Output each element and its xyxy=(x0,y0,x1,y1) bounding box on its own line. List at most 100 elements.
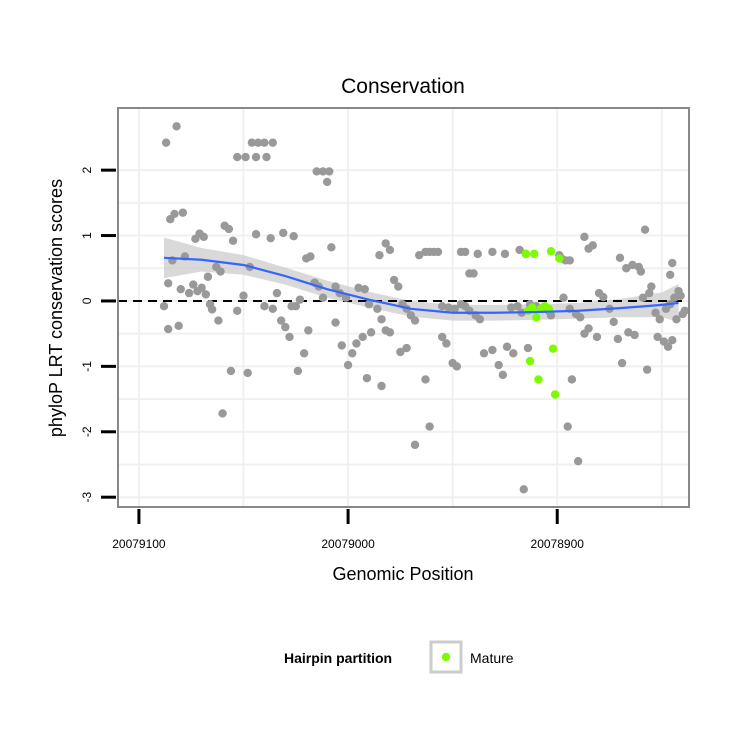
data-point-mature xyxy=(546,247,556,256)
data-point xyxy=(243,368,252,378)
data-point xyxy=(617,358,627,368)
data-point xyxy=(203,272,213,281)
data-point xyxy=(640,225,650,234)
data-point xyxy=(279,228,288,238)
data-point xyxy=(494,360,503,370)
data-point xyxy=(318,293,328,302)
data-point xyxy=(291,301,300,311)
data-point xyxy=(479,349,489,358)
data-point xyxy=(576,313,585,322)
plot-panel xyxy=(117,107,690,508)
data-point xyxy=(352,339,361,348)
chart-title: Conservation xyxy=(341,75,465,98)
data-point xyxy=(293,366,303,376)
data-point xyxy=(588,241,597,250)
data-point xyxy=(201,290,211,299)
y-tick-label: -2 xyxy=(80,426,94,437)
data-point xyxy=(366,328,376,337)
data-point xyxy=(295,295,305,304)
data-point xyxy=(299,349,309,358)
data-point xyxy=(327,243,336,252)
data-point xyxy=(184,288,194,298)
data-point xyxy=(199,232,208,242)
data-point xyxy=(375,250,384,260)
data-point xyxy=(665,270,675,279)
y-tick-label: 2 xyxy=(80,166,94,173)
data-point xyxy=(425,422,434,431)
data-point xyxy=(444,303,453,312)
data-point xyxy=(433,247,443,257)
data-point xyxy=(377,381,386,391)
data-point-mature xyxy=(525,356,535,366)
data-point xyxy=(680,306,690,315)
data-point xyxy=(373,304,382,314)
data-point-mature xyxy=(555,254,564,263)
data-point-mature xyxy=(532,313,541,322)
data-point xyxy=(580,232,589,242)
data-point xyxy=(176,284,185,294)
data-point xyxy=(559,293,568,302)
data-point xyxy=(337,341,346,350)
data-point xyxy=(437,301,447,311)
data-point xyxy=(630,330,639,340)
data-point xyxy=(500,249,510,259)
data-point xyxy=(573,457,583,466)
data-point xyxy=(354,283,363,293)
data-point xyxy=(251,230,261,239)
data-point xyxy=(498,370,508,380)
data-point xyxy=(469,269,478,278)
data-point xyxy=(172,122,181,131)
data-point xyxy=(268,304,277,314)
data-point xyxy=(218,409,227,418)
data-point xyxy=(402,343,411,353)
data-point xyxy=(247,138,257,147)
data-point xyxy=(668,336,677,345)
data-point xyxy=(241,152,250,162)
data-point-mature xyxy=(550,390,560,399)
data-point xyxy=(519,485,528,494)
smooth-curve xyxy=(163,256,679,314)
data-point xyxy=(197,283,206,293)
y-tick-label: 0 xyxy=(80,297,94,304)
data-point xyxy=(216,267,225,276)
data-point xyxy=(450,304,459,314)
data-point xyxy=(410,440,420,450)
data-point xyxy=(461,247,470,257)
data-point xyxy=(268,138,277,147)
data-point xyxy=(289,232,298,241)
data-point xyxy=(189,280,198,289)
data-point xyxy=(624,328,633,337)
data-point xyxy=(642,365,652,374)
data-point xyxy=(546,311,556,320)
data-point xyxy=(655,315,664,324)
data-point-mature xyxy=(548,344,558,353)
data-point xyxy=(163,279,173,288)
data-point xyxy=(233,152,242,162)
data-point xyxy=(653,332,662,342)
panel-border xyxy=(117,107,690,508)
data-point xyxy=(452,362,462,371)
data-point xyxy=(260,138,269,147)
data-point xyxy=(567,375,577,384)
data-point-mature xyxy=(527,303,537,312)
legend-key-mature xyxy=(441,652,451,662)
legend-title: Hairpin partition xyxy=(284,650,392,666)
data-point xyxy=(377,315,386,324)
data-point xyxy=(348,349,357,358)
y-axis-title: phyloP LRT conservation scores xyxy=(46,179,66,437)
data-point xyxy=(592,332,602,342)
data-point xyxy=(385,245,395,255)
data-point xyxy=(385,328,395,337)
data-point xyxy=(325,167,334,176)
data-point xyxy=(214,316,223,325)
x-tick-label: 20079100 xyxy=(112,537,166,551)
data-point xyxy=(389,275,399,285)
data-point xyxy=(609,317,618,327)
data-point xyxy=(364,300,374,309)
data-point xyxy=(272,288,282,298)
data-point xyxy=(565,256,574,265)
data-point xyxy=(262,152,271,162)
data-point xyxy=(638,293,648,302)
data-point xyxy=(161,138,171,147)
